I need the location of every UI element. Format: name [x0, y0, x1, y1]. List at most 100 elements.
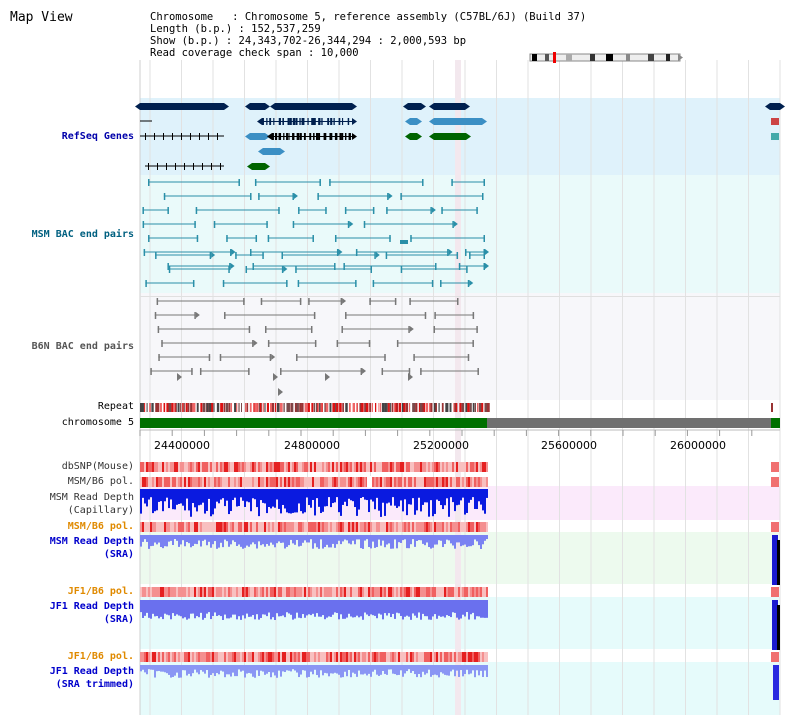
polymorphism-bin [148, 477, 150, 487]
polymorphism-bin [442, 462, 444, 472]
read-depth-bin [198, 489, 200, 506]
polymorphism-bin [384, 477, 386, 487]
polymorphism-bin [296, 522, 298, 532]
read-depth-bin [308, 489, 310, 506]
polymorphism-bin [146, 587, 148, 597]
polymorphism-bin [190, 462, 192, 472]
polymorphism-bin [376, 652, 378, 662]
polymorphism-bin [312, 477, 314, 487]
gene-exon [273, 118, 275, 125]
track-label-jf1-b6-pol[interactable]: JF1/B6 pol. [67, 586, 134, 597]
read-depth-bin [244, 489, 246, 507]
read-depth-bin [402, 489, 404, 512]
polymorphism-bin [142, 522, 144, 532]
repeat-mark [371, 403, 373, 412]
polymorphism-bin [320, 587, 322, 597]
read-depth-bin [270, 535, 272, 543]
read-depth-bin [350, 665, 352, 678]
polymorphism-bin [178, 477, 180, 487]
polymorphism-bin [286, 462, 288, 472]
track-label-jf1-depth-trimmed[interactable]: JF1 Read Depth [49, 666, 134, 677]
polymorphism-bin [232, 652, 234, 662]
polymorphism-bin [316, 652, 318, 662]
read-depth-bin [140, 665, 142, 672]
ideogram-band [532, 54, 537, 61]
read-depth-bin [186, 665, 188, 676]
read-depth-bin [274, 535, 276, 548]
read-depth-bin [290, 489, 292, 514]
polymorphism-bin [140, 477, 142, 487]
read-depth-bin [268, 665, 270, 673]
read-depth-bin [212, 665, 214, 674]
polymorphism-bin [418, 462, 420, 472]
gene-arrow [482, 118, 487, 125]
track-label-refseq[interactable]: RefSeq Genes [61, 131, 134, 142]
read-depth-bin [404, 535, 406, 540]
polymorphism-bin [194, 477, 196, 487]
polymorphism-bin [144, 652, 146, 662]
polymorphism-bin [408, 522, 410, 532]
read-depth-bin [232, 535, 234, 541]
track-label-chromosome[interactable]: chromosome 5 [61, 417, 134, 428]
polymorphism-bin [440, 477, 442, 487]
read-depth-bin [298, 665, 300, 678]
repeat-mark [486, 403, 490, 412]
track-label-msm-b6-pol[interactable]: MSM/B6 pol. [67, 476, 134, 487]
track-label-repeat[interactable]: Repeat [97, 401, 134, 412]
msm-bac-pair-end [440, 280, 442, 287]
repeat-mark [429, 403, 432, 412]
polymorphism-bin [302, 462, 304, 472]
polymorphism-bin [440, 522, 442, 532]
msm-bac-pair-end [226, 235, 228, 242]
track-label-msm-b6-pol-2[interactable]: MSM/B6 pol. [67, 521, 134, 532]
read-depth-bin [468, 600, 470, 620]
track-label-msm-depth-sra[interactable]: MSM Read Depth [49, 536, 134, 547]
read-depth-bin [176, 665, 178, 673]
msm-bac-pair-end [319, 179, 321, 186]
read-depth-bin [334, 535, 336, 548]
polymorphism-bin [228, 477, 230, 487]
track-label-b6n-bac[interactable]: B6N BAC end pairs [31, 341, 134, 352]
polymorphism-bin [268, 462, 270, 472]
gene-exon [341, 118, 344, 125]
track-label-jf1-depth-trimmed-sub: (SRA trimmed) [55, 679, 134, 690]
polymorphism-bin [342, 522, 344, 532]
repeat-mark [180, 403, 182, 412]
read-depth-bin [178, 600, 180, 616]
read-depth-bin [320, 665, 322, 671]
gene-arrow [245, 133, 250, 140]
track-label-jf1-depth-sra[interactable]: JF1 Read Depth [49, 601, 134, 612]
read-depth-bin [236, 535, 238, 547]
ideogram-band [666, 54, 670, 61]
msm-bac-pair-end [452, 221, 454, 228]
gene-exon [278, 133, 282, 140]
polymorphism-bin [480, 477, 482, 487]
polymorphism-bin [198, 477, 200, 487]
msm-bac-pair-end [292, 193, 294, 200]
polymorphism-bin [162, 522, 164, 532]
polymorphism-bin [476, 477, 478, 487]
read-depth-bin [452, 489, 454, 503]
b6n-bac-pair-end [310, 326, 313, 333]
read-depth-bin [468, 535, 470, 547]
gene-exon [309, 133, 312, 140]
polymorphism-bin [771, 477, 779, 487]
polymorphism-bin [414, 652, 416, 662]
track-label-jf1-b6-pol-2[interactable]: JF1/B6 pol. [67, 651, 134, 662]
polymorphism-bin [230, 477, 232, 487]
track-label-dbsnp[interactable]: dbSNP(Mouse) [61, 461, 134, 472]
track-label-msm-bac[interactable]: MSM BAC end pairs [31, 229, 134, 240]
polymorphism-bin [220, 462, 222, 472]
polymorphism-bin [148, 652, 150, 662]
msm-bac-pair-end [355, 249, 358, 256]
polymorphism-bin [308, 587, 310, 597]
polymorphism-bin [390, 652, 392, 662]
repeat-mark [472, 403, 475, 412]
track-label-msm-depth-capillary[interactable]: MSM Read Depth [49, 492, 134, 503]
polymorphism-bin [184, 652, 186, 662]
polymorphism-bin [262, 477, 264, 487]
read-depth-bin [146, 489, 148, 507]
read-depth-bin [442, 489, 444, 510]
polymorphism-bin [312, 652, 314, 662]
